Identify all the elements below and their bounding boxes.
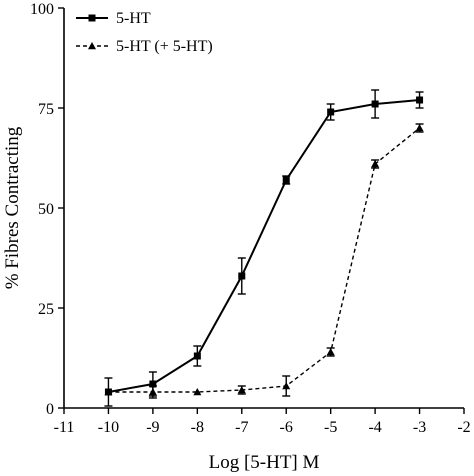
- legend-item: 5-HT: [76, 10, 151, 27]
- legend: 5-HT 5-HT (+ 5-HT): [76, 10, 213, 55]
- data-point: [415, 124, 424, 132]
- data-point: [104, 388, 113, 396]
- legend-marker: [88, 14, 96, 22]
- y-tick-label: 100: [30, 1, 54, 18]
- x-tick-label: -4: [368, 419, 381, 436]
- data-point: [193, 388, 202, 396]
- x-tick-label: -11: [54, 419, 75, 436]
- y-tick-label: 50: [38, 201, 54, 218]
- y-tick-label: 75: [38, 101, 54, 118]
- x-tick-label: -6: [280, 419, 293, 436]
- x-tick-label: -7: [235, 419, 248, 436]
- y-tick-label: 25: [38, 301, 54, 318]
- data-point: [371, 160, 380, 168]
- x-tick-label: -5: [324, 419, 337, 436]
- data-point: [327, 108, 335, 116]
- x-tick-label: -3: [413, 419, 426, 436]
- series-pretreated: [104, 123, 424, 399]
- series-line: [108, 99, 420, 393]
- data-point: [416, 96, 424, 104]
- series-line: [108, 127, 420, 393]
- data-point: [149, 380, 157, 388]
- series-control: [104, 89, 424, 407]
- plot-area: [104, 89, 424, 407]
- data-point: [282, 176, 290, 184]
- data-point: [371, 100, 379, 108]
- y-axis-title: % Fibres Contracting: [2, 126, 23, 289]
- x-tick-label: -10: [98, 419, 119, 436]
- legend-item: 5-HT (+ 5-HT): [76, 38, 213, 55]
- x-tick-label: -2: [457, 419, 470, 436]
- x-tick-label: -8: [191, 419, 204, 436]
- data-point: [282, 382, 291, 390]
- data-point: [326, 348, 335, 356]
- x-axis-title: Log [5-HT] M: [209, 452, 320, 473]
- legend-marker: [88, 42, 96, 50]
- data-point: [148, 388, 157, 396]
- legend-label: 5-HT: [116, 10, 151, 27]
- data-point: [238, 272, 246, 280]
- legend-label: 5-HT (+ 5-HT): [116, 38, 213, 55]
- data-point: [237, 386, 246, 394]
- x-tick-label: -9: [146, 419, 159, 436]
- data-point: [193, 352, 201, 360]
- y-tick-label: 0: [46, 401, 54, 418]
